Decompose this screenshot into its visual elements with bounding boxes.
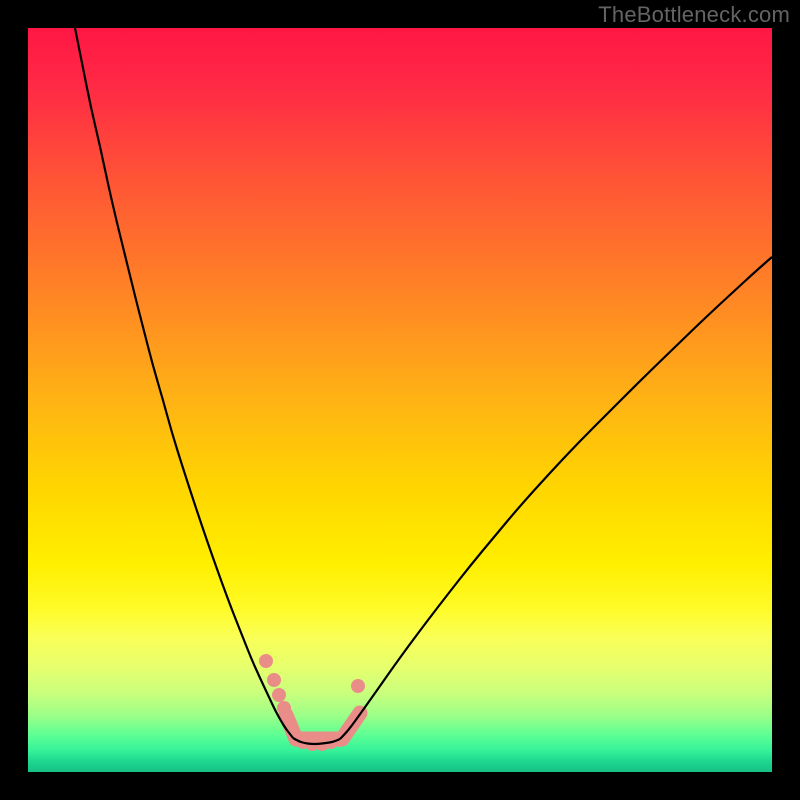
bottleneck-chart: [0, 0, 800, 800]
watermark-label: TheBottleneck.com: [598, 2, 790, 28]
chart-frame: TheBottleneck.com: [0, 0, 800, 800]
